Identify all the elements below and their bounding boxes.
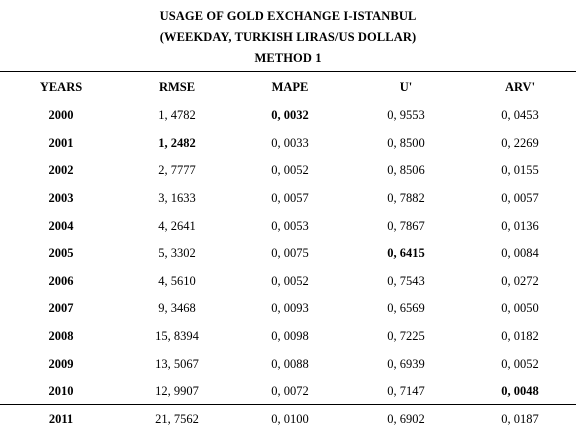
top-rule xyxy=(0,71,576,72)
year-cell: 2010 xyxy=(48,384,74,399)
mape-cell: 0, 0088 xyxy=(271,356,309,371)
u-cell: 0, 6415 xyxy=(387,246,425,261)
u-cell: 0, 7225 xyxy=(387,329,425,344)
mape-cell: 0, 0072 xyxy=(271,384,309,399)
table-row: 2005 5, 3302 0, 0075 0, 6415 0, 0084 xyxy=(0,240,576,268)
table-row: 2007 9, 3468 0, 0093 0, 6569 0, 0050 xyxy=(0,295,576,323)
table-row: 2000 1, 4782 0, 0032 0, 9553 0, 0453 xyxy=(0,102,576,130)
mape-cell: 0, 0057 xyxy=(271,191,309,206)
year-cell: 2011 xyxy=(48,411,74,426)
u-cell: 0, 7543 xyxy=(387,273,425,288)
arv-cell: 0, 0155 xyxy=(501,163,539,178)
u-cell: 0, 6902 xyxy=(387,411,425,426)
year-cell: 2005 xyxy=(48,246,74,261)
year-cell: 2000 xyxy=(48,108,74,123)
mape-cell: 0, 0100 xyxy=(271,411,309,426)
col-header-arv: ARV' xyxy=(504,79,536,94)
rmse-cell: 1, 4782 xyxy=(158,108,196,123)
rmse-cell: 4, 2641 xyxy=(158,218,196,233)
table-title-line-2: (WEEKDAY, TURKISH LIRAS/US DOLLAR) xyxy=(159,30,417,44)
col-header-mape: MAPE xyxy=(271,79,309,94)
mape-cell: 0, 0032 xyxy=(271,108,309,123)
arv-cell: 0, 2269 xyxy=(501,135,539,150)
table-row: 2011 21, 7562 0, 0100 0, 6902 0, 0187 xyxy=(0,406,576,433)
year-cell: 2007 xyxy=(48,301,74,316)
mape-cell: 0, 0093 xyxy=(271,301,309,316)
arv-cell: 0, 0050 xyxy=(501,301,539,316)
mape-cell: 0, 0052 xyxy=(271,163,309,178)
mape-cell: 0, 0052 xyxy=(271,273,309,288)
rmse-cell: 15, 8394 xyxy=(155,329,199,344)
rmse-cell: 12, 9907 xyxy=(155,384,199,399)
bottom-rule xyxy=(0,404,576,405)
arv-cell: 0, 0272 xyxy=(501,273,539,288)
rmse-cell: 2, 7777 xyxy=(158,163,196,178)
year-cell: 2002 xyxy=(48,163,74,178)
table-row: 2003 3, 1633 0, 0057 0, 7882 0, 0057 xyxy=(0,185,576,213)
col-header-rmse: RMSE xyxy=(158,79,196,94)
u-cell: 0, 8506 xyxy=(387,163,425,178)
results-table: YEARS RMSE MAPE U' ARV' 2000 1, 4782 0, … xyxy=(0,72,576,433)
u-cell: 0, 9553 xyxy=(387,108,425,123)
col-header-years: YEARS xyxy=(39,79,83,94)
arv-cell: 0, 0084 xyxy=(501,246,539,261)
year-cell: 2003 xyxy=(48,191,74,206)
arv-cell: 0, 0136 xyxy=(501,218,539,233)
document: USAGE OF GOLD EXCHANGE I-ISTANBUL (WEEKD… xyxy=(0,9,576,426)
year-cell: 2006 xyxy=(48,273,74,288)
rmse-cell: 5, 3302 xyxy=(158,246,196,261)
table-row: 2008 15, 8394 0, 0098 0, 7225 0, 0182 xyxy=(0,323,576,351)
arv-cell: 0, 0187 xyxy=(501,411,539,426)
mape-cell: 0, 0033 xyxy=(271,135,309,150)
rmse-cell: 13, 5067 xyxy=(155,356,199,371)
table-title-line-1: USAGE OF GOLD EXCHANGE I-ISTANBUL xyxy=(159,9,417,23)
arv-cell: 0, 0182 xyxy=(501,329,539,344)
arv-cell: 0, 0453 xyxy=(501,108,539,123)
mape-cell: 0, 0053 xyxy=(271,218,309,233)
year-cell: 2008 xyxy=(48,329,74,344)
table-row: 2009 13, 5067 0, 0088 0, 6939 0, 0052 xyxy=(0,350,576,378)
u-cell: 0, 7882 xyxy=(387,191,425,206)
u-cell: 0, 7867 xyxy=(387,218,425,233)
year-cell: 2004 xyxy=(48,218,74,233)
rmse-cell: 1, 2482 xyxy=(158,135,196,150)
header-row: YEARS RMSE MAPE U' ARV' xyxy=(0,72,576,102)
table-row: 2004 4, 2641 0, 0053 0, 7867 0, 0136 xyxy=(0,212,576,240)
u-cell: 0, 6939 xyxy=(387,356,425,371)
rmse-cell: 4, 5610 xyxy=(158,273,196,288)
u-cell: 0, 8500 xyxy=(387,135,425,150)
rmse-cell: 21, 7562 xyxy=(155,411,199,426)
mape-cell: 0, 0098 xyxy=(271,329,309,344)
table-row: 2002 2, 7777 0, 0052 0, 8506 0, 0155 xyxy=(0,157,576,185)
arv-cell: 0, 0057 xyxy=(501,191,539,206)
table-row: 2010 12, 9907 0, 0072 0, 7147 0, 0048 xyxy=(0,378,576,406)
table-row: 2006 4, 5610 0, 0052 0, 7543 0, 0272 xyxy=(0,268,576,296)
u-cell: 0, 7147 xyxy=(387,384,425,399)
table-row: 2001 1, 2482 0, 0033 0, 8500 0, 2269 xyxy=(0,130,576,158)
u-cell: 0, 6569 xyxy=(387,301,425,316)
rmse-cell: 3, 1633 xyxy=(158,191,196,206)
arv-cell: 0, 0048 xyxy=(501,384,539,399)
year-cell: 2009 xyxy=(48,356,74,371)
mape-cell: 0, 0075 xyxy=(271,246,309,261)
arv-cell: 0, 0052 xyxy=(501,356,539,371)
table-title-line-3: METHOD 1 xyxy=(254,51,322,65)
col-header-u: U' xyxy=(399,79,413,94)
rmse-cell: 9, 3468 xyxy=(158,301,196,316)
year-cell: 2001 xyxy=(48,135,74,150)
